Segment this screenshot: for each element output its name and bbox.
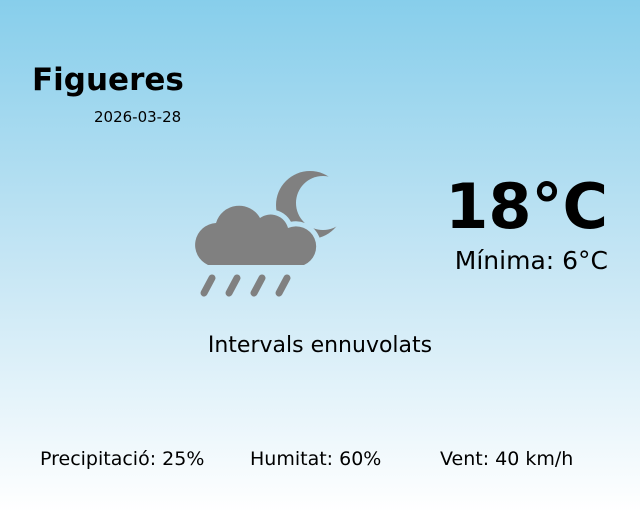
minimum-temperature: Mínima: 6°C [454, 246, 608, 275]
date: 2026-03-28 [94, 108, 182, 126]
humidity: Humitat: 60% [250, 448, 382, 470]
weather-condition: Intervals ennuvolats [207, 333, 433, 358]
wind: Vent: 40 km/h [440, 448, 574, 470]
precipitation: Precipitació: 25% [40, 448, 205, 470]
city-name: Figueres [32, 62, 184, 98]
cloud-rain-moon-icon [195, 171, 344, 297]
current-temperature: 18°C [445, 170, 608, 243]
